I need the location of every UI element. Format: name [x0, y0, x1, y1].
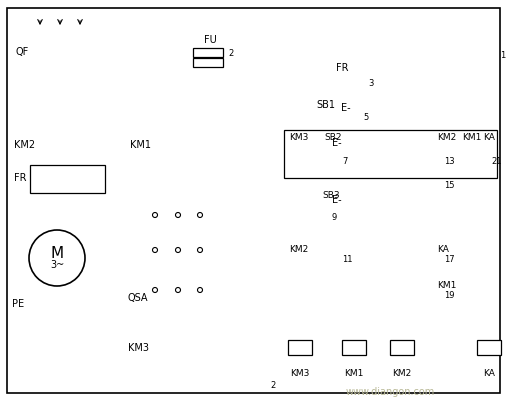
- Text: FR: FR: [14, 173, 26, 183]
- Text: 15: 15: [444, 180, 454, 190]
- Text: www.diangon.com: www.diangon.com: [345, 387, 434, 397]
- Text: FR: FR: [336, 63, 348, 73]
- Bar: [193, 58, 223, 67]
- Text: KM1: KM1: [462, 132, 481, 142]
- Text: 19: 19: [444, 292, 454, 300]
- Text: KA: KA: [437, 245, 449, 255]
- Bar: [477, 340, 501, 355]
- Text: 3: 3: [368, 79, 373, 89]
- Text: KM3: KM3: [291, 369, 310, 379]
- Text: KM1: KM1: [437, 281, 456, 290]
- Bar: [30, 165, 105, 193]
- Text: E-: E-: [341, 103, 351, 113]
- Text: KM2: KM2: [289, 245, 308, 255]
- Circle shape: [175, 247, 180, 253]
- Text: KM3: KM3: [128, 343, 149, 353]
- Text: KA: KA: [483, 369, 495, 379]
- Text: KA: KA: [483, 132, 495, 142]
- Text: QF: QF: [16, 47, 29, 57]
- Circle shape: [153, 288, 158, 292]
- Text: 11: 11: [342, 255, 352, 265]
- Text: SB3: SB3: [322, 190, 340, 200]
- Text: 2: 2: [228, 49, 233, 57]
- Text: FU: FU: [204, 35, 216, 45]
- Bar: [390, 340, 414, 355]
- Text: 2: 2: [271, 381, 276, 389]
- Text: E-: E-: [332, 195, 342, 205]
- Text: KM1: KM1: [344, 369, 364, 379]
- Text: M: M: [50, 247, 63, 261]
- Text: 1: 1: [500, 51, 505, 59]
- Circle shape: [175, 213, 180, 217]
- Text: SB2: SB2: [324, 132, 342, 142]
- Text: 17: 17: [444, 255, 455, 265]
- Text: 7: 7: [342, 158, 347, 166]
- Bar: [288, 340, 312, 355]
- Text: E-: E-: [332, 138, 342, 148]
- Circle shape: [153, 213, 158, 217]
- Text: KM2: KM2: [14, 140, 35, 150]
- Bar: [193, 48, 223, 57]
- Text: 5: 5: [363, 113, 368, 122]
- Text: KM2: KM2: [392, 369, 412, 379]
- Circle shape: [198, 247, 202, 253]
- Text: QSA: QSA: [128, 293, 149, 303]
- Text: PE: PE: [12, 299, 24, 309]
- Circle shape: [153, 247, 158, 253]
- Bar: [284, 130, 497, 178]
- Text: KM3: KM3: [289, 132, 308, 142]
- Circle shape: [198, 213, 202, 217]
- Circle shape: [175, 288, 180, 292]
- Text: 13: 13: [444, 158, 455, 166]
- Text: 3~: 3~: [50, 260, 64, 270]
- Text: SB1: SB1: [316, 100, 335, 110]
- Bar: [342, 340, 366, 355]
- Circle shape: [198, 288, 202, 292]
- Text: 21: 21: [491, 158, 501, 166]
- Text: 9: 9: [332, 213, 337, 223]
- Text: KM2: KM2: [437, 132, 456, 142]
- Circle shape: [29, 230, 85, 286]
- Text: KM1: KM1: [130, 140, 151, 150]
